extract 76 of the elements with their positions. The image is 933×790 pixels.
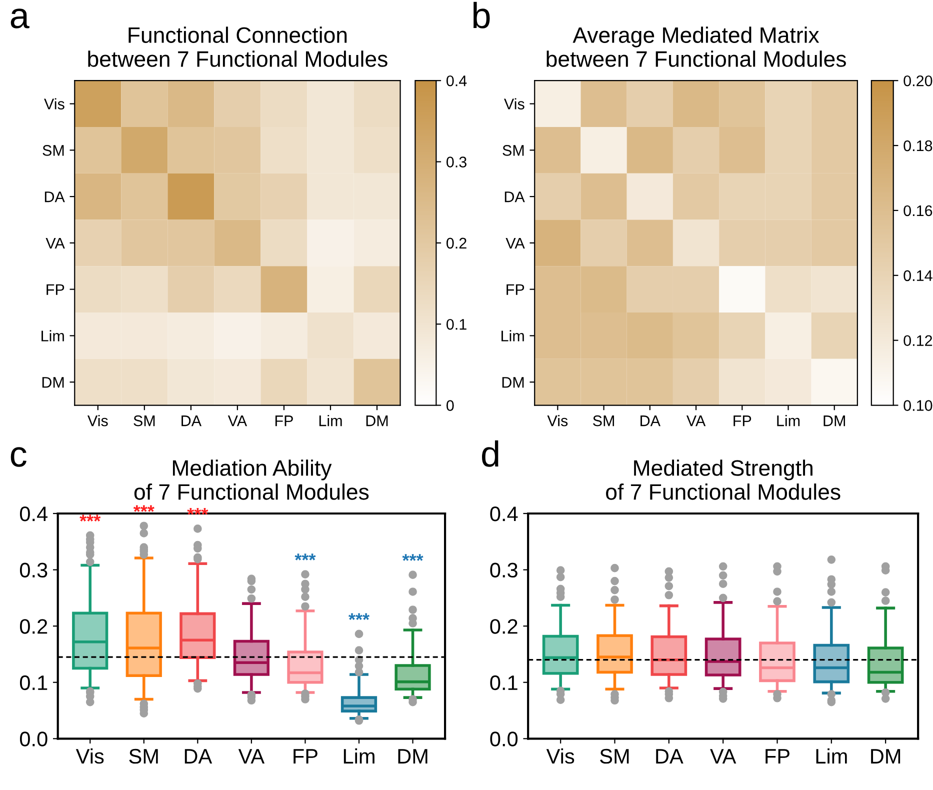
y-tick-label: SM bbox=[502, 145, 524, 156]
y-tick-label: DM bbox=[42, 377, 64, 388]
text: a bbox=[10, 8, 30, 28]
color-bar-label: 0.20 bbox=[904, 75, 932, 86]
y-tick-label: 0.1 bbox=[490, 675, 518, 690]
x-tick-label: Lim bbox=[816, 748, 847, 764]
x-tick-label: SM bbox=[134, 415, 155, 426]
text: b bbox=[473, 2, 490, 28]
y-tick-label: VA bbox=[506, 238, 525, 248]
x-tick-label: FP bbox=[294, 749, 318, 764]
x-tick-label: VA bbox=[686, 416, 706, 426]
x-tick-label: Vis bbox=[547, 414, 568, 426]
y-tick-label: 0.0 bbox=[20, 732, 48, 746]
x-tick-label: VA bbox=[710, 749, 736, 764]
x-tick-label: FP bbox=[734, 416, 752, 426]
color-bar-label: 0.2 bbox=[446, 238, 466, 249]
y-tick-label: Vis bbox=[504, 98, 524, 110]
x-tick-label: DM bbox=[398, 749, 428, 764]
y-tick-label: VA bbox=[46, 238, 65, 248]
y-tick-label: FP bbox=[46, 284, 64, 295]
x-tick-label: DM bbox=[366, 416, 388, 426]
x-tick-label: DA bbox=[184, 749, 212, 764]
y-tick-label: Lim bbox=[502, 330, 524, 342]
color-bar-label: 0 bbox=[446, 400, 454, 411]
x-tick-label: DA bbox=[640, 416, 660, 426]
text: d bbox=[482, 440, 498, 467]
y-tick-label: 0.3 bbox=[20, 562, 48, 578]
y-tick-label: DM bbox=[502, 377, 524, 388]
x-tick-label: DA bbox=[656, 749, 684, 764]
color-bar-label: 0.10 bbox=[904, 400, 932, 411]
y-tick-label: 0.0 bbox=[490, 732, 518, 746]
x-tick-label: Lim bbox=[344, 748, 374, 764]
x-tick-label: DA bbox=[182, 416, 202, 426]
text: *** bbox=[348, 613, 370, 620]
y-tick-label: 0.1 bbox=[20, 675, 48, 690]
y-tick-label: SM bbox=[42, 145, 64, 156]
y-tick-label: 0.2 bbox=[20, 619, 48, 634]
y-tick-label: Vis bbox=[44, 98, 64, 110]
x-tick-label: SM bbox=[593, 415, 614, 426]
y-tick-label: FP bbox=[506, 284, 524, 295]
x-tick-label: Vis bbox=[76, 748, 104, 764]
color-bar-label: 0.3 bbox=[446, 156, 466, 168]
text: *** bbox=[294, 554, 316, 560]
text: *** bbox=[133, 505, 154, 512]
x-tick-label: VA bbox=[228, 416, 248, 426]
chart-title: Functional Connection between 7 Functional Modules bbox=[88, 26, 388, 67]
x-tick-label: Vis bbox=[87, 414, 108, 426]
x-tick-label: DM bbox=[871, 749, 900, 764]
y-tick-label: 0.3 bbox=[490, 562, 518, 578]
color-bar-label: 0.1 bbox=[446, 318, 466, 330]
color-bar-label: 0.16 bbox=[904, 205, 932, 216]
color-bar-label: 0.12 bbox=[904, 335, 932, 346]
y-tick-label: 0.4 bbox=[20, 506, 48, 522]
x-tick-label: Lim bbox=[777, 414, 800, 426]
y-tick-label: 0.4 bbox=[490, 506, 518, 522]
x-tick-label: Vis bbox=[546, 748, 574, 764]
color-bar-label: 0.14 bbox=[904, 270, 932, 282]
text: *** bbox=[402, 554, 424, 561]
x-tick-label: DM bbox=[824, 416, 845, 426]
color-bar-label: 0.4 bbox=[446, 75, 467, 86]
text: c bbox=[10, 447, 26, 467]
y-tick-label: 0.2 bbox=[490, 619, 518, 634]
x-tick-label: SM bbox=[129, 748, 158, 764]
x-tick-label: FP bbox=[766, 749, 790, 764]
x-tick-label: FP bbox=[275, 416, 293, 426]
color-bar-label: 0.18 bbox=[904, 140, 932, 152]
x-tick-label: VA bbox=[238, 749, 265, 764]
chart-title: Average Mediated Matrix between 7 Functional Modules bbox=[546, 26, 846, 67]
y-tick-label: DA bbox=[504, 192, 525, 202]
y-tick-label: Lim bbox=[42, 330, 64, 342]
y-tick-label: DA bbox=[44, 192, 65, 202]
x-tick-label: Lim bbox=[319, 414, 342, 426]
chart-title: Mediation Ability of 7 Functional Modules bbox=[134, 460, 369, 500]
chart-title: Mediated Strength of 7 Functional Modules bbox=[606, 460, 840, 500]
text: *** bbox=[80, 514, 101, 522]
x-tick-label: SM bbox=[600, 748, 629, 764]
